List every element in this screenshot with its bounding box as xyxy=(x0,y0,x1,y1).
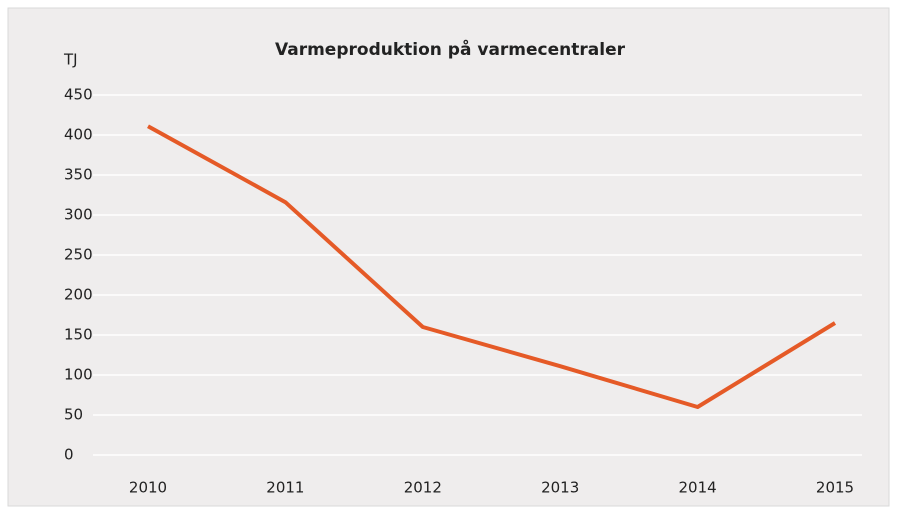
y-tick-label: 400 xyxy=(64,126,93,144)
x-tick-label: 2015 xyxy=(816,479,854,497)
chart-background xyxy=(7,7,890,507)
x-tick-label: 2011 xyxy=(266,479,304,497)
x-tick-label: 2012 xyxy=(404,479,442,497)
y-tick-label: 200 xyxy=(64,286,93,304)
chart-title: Varmeproduktion på varmecentraler xyxy=(275,38,626,60)
y-axis-label: TJ xyxy=(63,51,78,69)
y-tick-label: 250 xyxy=(64,246,93,264)
y-tick-label: 50 xyxy=(64,406,83,424)
line-series xyxy=(147,124,837,409)
x-tick-label: 2013 xyxy=(541,479,579,497)
y-tick-label: 0 xyxy=(64,446,74,464)
y-tick-label: 100 xyxy=(64,366,93,384)
x-tick-label: 2010 xyxy=(129,479,167,497)
y-tick-label: 450 xyxy=(64,86,93,104)
y-tick-label: 300 xyxy=(64,206,93,224)
x-tick-label: 2014 xyxy=(679,479,717,497)
y-tick-label: 150 xyxy=(64,326,93,344)
y-tick-label: 350 xyxy=(64,166,93,184)
